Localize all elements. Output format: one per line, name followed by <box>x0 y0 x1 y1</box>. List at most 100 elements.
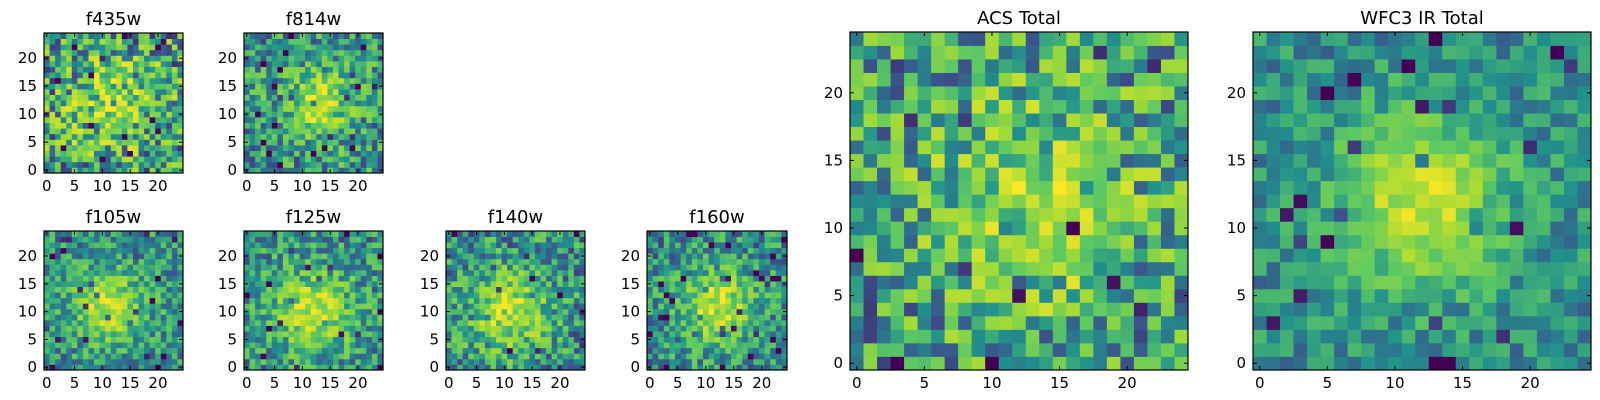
heatmap-cell <box>66 358 73 365</box>
heatmap-cell <box>1320 342 1335 357</box>
heatmap-cell <box>931 99 946 114</box>
heatmap-cell <box>1253 275 1267 290</box>
heatmap-cell <box>1442 315 1457 330</box>
heatmap-cell <box>160 161 167 168</box>
heatmap-cell <box>1415 342 1430 357</box>
heatmap-cell <box>1320 315 1335 330</box>
heatmap-cell <box>360 72 367 79</box>
heatmap-cell <box>1509 342 1524 357</box>
heatmap-cell <box>355 264 362 271</box>
heatmap-cell <box>1442 261 1457 276</box>
heatmap-cell <box>647 292 653 299</box>
heatmap-cell <box>171 253 178 260</box>
heatmap-cell <box>116 325 123 332</box>
heatmap-cell <box>110 44 117 51</box>
heatmap-cell <box>266 264 273 271</box>
heatmap-cell <box>282 156 289 163</box>
heatmap-cell <box>277 275 284 282</box>
heatmap-cell <box>244 347 250 354</box>
heatmap-cell <box>529 286 536 293</box>
heatmap-cell <box>518 258 525 265</box>
heatmap-cell <box>658 231 665 237</box>
heatmap-cell <box>850 140 864 155</box>
heatmap-cell <box>338 66 345 73</box>
heatmap-cell <box>77 66 84 73</box>
heatmap-cell <box>71 358 78 365</box>
heatmap-cell <box>294 105 300 112</box>
heatmap-cell <box>55 231 62 237</box>
heatmap-cell <box>116 94 123 101</box>
heatmap-cell <box>568 236 575 243</box>
heatmap-cell <box>691 347 698 354</box>
heatmap-cell <box>88 105 95 112</box>
heatmap-cell <box>1120 221 1135 236</box>
heatmap-cell <box>149 145 156 151</box>
heatmap-cell <box>523 342 530 349</box>
heatmap-cell <box>160 303 167 310</box>
heatmap-cell <box>271 325 278 332</box>
heatmap-cell <box>127 264 134 271</box>
heatmap-cell <box>355 331 362 338</box>
heatmap-cell <box>88 353 95 360</box>
heatmap-cell <box>332 325 339 332</box>
heatmap-cell <box>479 347 486 354</box>
heatmap-cell <box>110 253 117 260</box>
heatmap-cell <box>462 336 469 343</box>
heatmap-cell <box>149 336 156 343</box>
heatmap-cell <box>1469 302 1484 317</box>
heatmap-cell <box>890 234 905 249</box>
heatmap-cell <box>321 150 328 157</box>
heatmap-cell <box>144 281 151 287</box>
heatmap-cell <box>338 139 345 146</box>
heatmap-cell <box>557 319 564 326</box>
heatmap-cell <box>132 49 139 56</box>
heatmap-cell <box>850 329 864 344</box>
heatmap-cell <box>863 329 878 344</box>
heatmap-cell <box>344 105 351 112</box>
heatmap-cell <box>512 231 519 237</box>
heatmap-cell <box>321 111 328 118</box>
heatmap-cell <box>271 331 278 338</box>
heatmap-cell <box>562 331 569 338</box>
heatmap-cell <box>66 258 73 265</box>
heatmap-cell <box>998 32 1013 46</box>
heatmap-cell <box>249 139 256 146</box>
x-tick-label: 10 <box>293 374 312 392</box>
heatmap-cell <box>551 297 558 304</box>
heatmap-cell <box>518 269 525 276</box>
heatmap-cell <box>344 77 351 84</box>
heatmap-cell <box>1293 356 1308 371</box>
x-tick-label: 5 <box>472 374 482 392</box>
heatmap-cell <box>675 269 681 276</box>
heatmap-cell <box>316 364 323 371</box>
heatmap-cell <box>958 72 973 87</box>
heatmap-cell <box>468 253 475 260</box>
heatmap-cell <box>349 247 356 254</box>
heatmap-cell <box>1482 167 1497 182</box>
heatmap-cell <box>446 236 452 243</box>
heatmap-cell <box>1374 180 1389 195</box>
heatmap-cell <box>260 286 267 293</box>
heatmap-cell <box>149 156 156 163</box>
heatmap-cell <box>725 286 732 293</box>
heatmap-cell <box>691 364 698 371</box>
heatmap-cell <box>260 303 267 310</box>
heatmap-cell <box>277 117 284 123</box>
heatmap-cell <box>512 358 519 365</box>
heatmap-cell <box>725 258 732 265</box>
heatmap-cell <box>1334 275 1349 290</box>
heatmap-cell <box>82 122 89 129</box>
heatmap-cell <box>484 331 491 338</box>
heatmap-cell <box>366 314 373 321</box>
heatmap-cell <box>647 347 653 354</box>
heatmap-cell <box>451 303 458 310</box>
heatmap-cell <box>473 347 480 354</box>
heatmap-cell <box>490 331 497 338</box>
heatmap-cell <box>316 72 323 79</box>
heatmap-cell <box>305 122 312 129</box>
heatmap-cell <box>753 264 760 271</box>
heatmap-cell <box>94 122 100 129</box>
heatmap-cell <box>1536 302 1551 317</box>
heatmap-cell <box>931 207 946 222</box>
heatmap-cell <box>1039 153 1054 168</box>
